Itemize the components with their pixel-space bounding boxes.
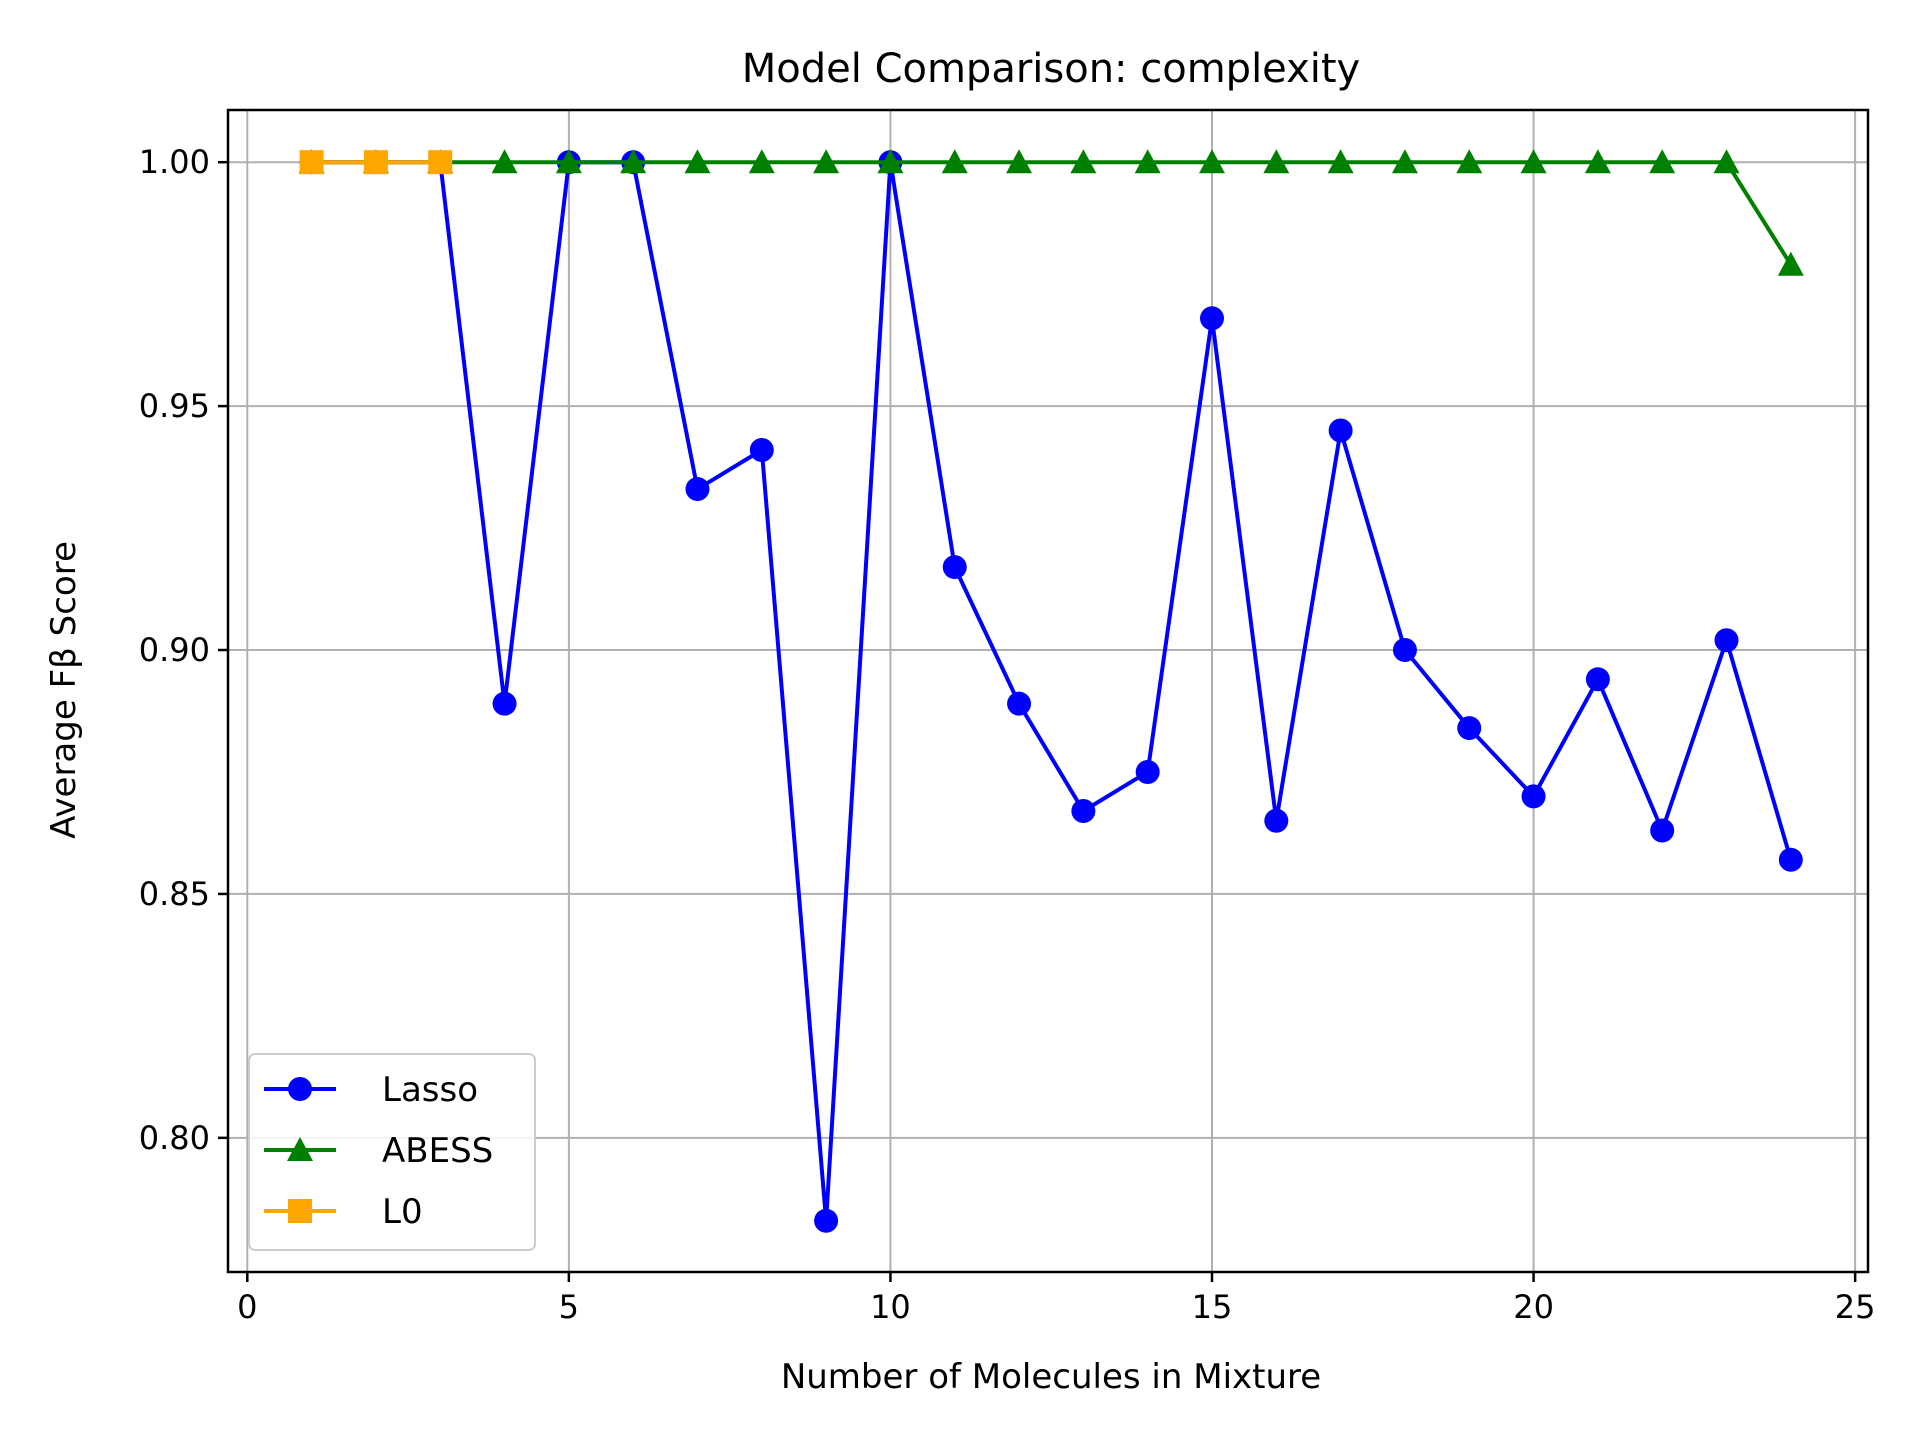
data-point-abess [620, 149, 647, 174]
data-point-lasso [1200, 306, 1224, 331]
data-point-abess [813, 149, 840, 174]
data-point-lasso [1007, 691, 1032, 716]
data-point-abess [1199, 149, 1225, 174]
data-point-abess [748, 149, 775, 174]
legend-marker-lasso [288, 1077, 312, 1101]
data-point-lasso [1650, 818, 1675, 843]
y-tick-label: 0.95 [139, 387, 210, 425]
x-axis-label: Number of Molecules in Mixture [781, 1357, 1321, 1397]
legend: Lasso ABESS L0 [248, 1053, 536, 1251]
legend-item-l0: L0 [264, 1192, 423, 1232]
x-tick-label: 0 [237, 1288, 257, 1326]
series-l0 [299, 150, 453, 175]
data-point-lasso [1457, 716, 1482, 741]
data-point-lasso [1714, 628, 1739, 653]
y-tick-label: 0.80 [139, 1119, 210, 1157]
y-tick-label: 0.85 [139, 875, 210, 913]
data-point-abess [1327, 149, 1354, 174]
data-point-abess [1584, 149, 1611, 174]
legend-label-l0: L0 [382, 1192, 423, 1232]
data-point-abess [877, 149, 904, 174]
data-point-abess [491, 149, 518, 174]
data-point-lasso [814, 1208, 839, 1233]
data-point-lasso [1071, 799, 1096, 824]
legend-marker-l0 [288, 1199, 312, 1223]
data-point-abess [1134, 149, 1161, 174]
data-point-l0 [428, 150, 453, 175]
data-point-lasso [1521, 784, 1546, 809]
data-point-abess [1520, 149, 1547, 174]
x-tick-label: 20 [1513, 1288, 1554, 1326]
data-point-abess [684, 149, 711, 174]
data-point-abess [1263, 149, 1290, 174]
data-point-lasso [749, 438, 774, 463]
data-point-abess [1070, 149, 1097, 174]
series-layer [298, 149, 1804, 1233]
data-point-lasso [942, 555, 967, 580]
legend-marker-abess [287, 1137, 313, 1162]
x-tick-label: 5 [559, 1288, 579, 1326]
data-point-lasso [1778, 847, 1803, 872]
legend-item-lasso: Lasso [264, 1070, 478, 1110]
data-point-abess [1391, 149, 1418, 174]
axis-ticks: 0 5 10 15 20 25 0.80 0.85 0.90 0.95 1.00 [139, 143, 1876, 1326]
data-point-abess [1777, 251, 1804, 276]
chart-title: Model Comparison: complexity [742, 46, 1360, 92]
legend-box [248, 1053, 536, 1251]
data-point-l0 [363, 150, 388, 175]
legend-label-lasso: Lasso [382, 1070, 478, 1110]
series-line-abess [311, 160, 1793, 266]
data-point-abess [555, 149, 582, 174]
data-point-abess [1713, 149, 1740, 174]
data-point-lasso [1328, 418, 1353, 443]
y-tick-label: 1.00 [139, 143, 210, 181]
y-axis-label: Average Fβ Score [44, 541, 84, 839]
data-point-abess [1649, 149, 1676, 174]
data-point-lasso [1585, 667, 1610, 692]
data-point-abess [941, 149, 968, 174]
plot-frame [226, 108, 1870, 1274]
data-point-l0 [299, 150, 324, 175]
y-tick-label: 0.90 [139, 631, 210, 669]
legend-item-abess: ABESS [264, 1131, 493, 1171]
data-point-lasso [1264, 808, 1289, 833]
data-point-lasso [492, 691, 517, 716]
x-tick-label: 15 [1192, 1288, 1233, 1326]
data-point-abess [1456, 149, 1483, 174]
x-tick-label: 25 [1835, 1288, 1876, 1326]
data-point-abess [1006, 149, 1033, 174]
data-point-lasso [1135, 759, 1160, 784]
x-tick-label: 10 [870, 1288, 911, 1326]
series-line-lasso [311, 160, 1793, 1223]
legend-label-abess: ABESS [382, 1131, 493, 1171]
data-point-lasso [685, 477, 710, 502]
data-point-lasso [1392, 638, 1417, 663]
